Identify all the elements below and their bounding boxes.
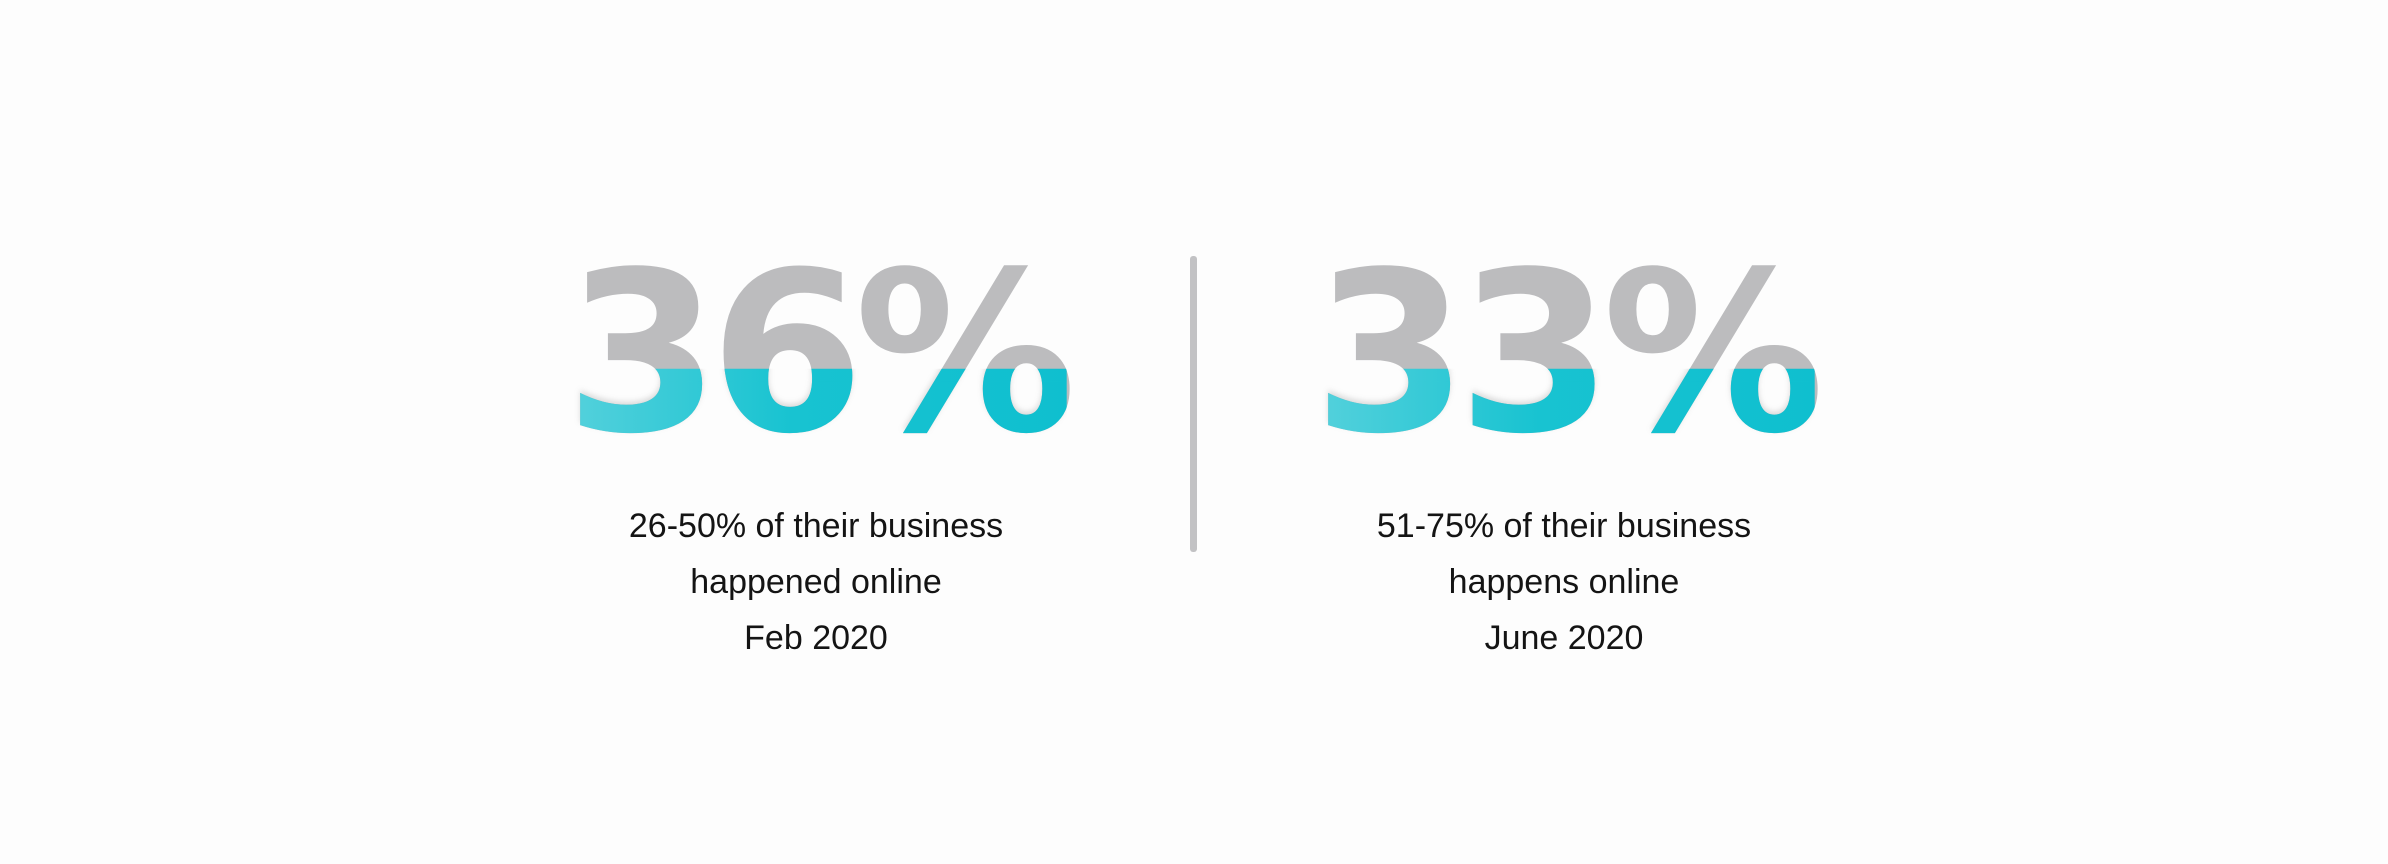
stat-percentage-gray-layer: 36%: [565, 225, 1076, 483]
stat-caption: 51-75% of their business happens online …: [1254, 498, 1874, 666]
stat-block-june-2020: 33% 33% 51-75% of their business happens…: [1254, 225, 1874, 666]
stat-percentage-teal-layer: 36%: [565, 225, 1067, 483]
stat-block-feb-2020: 36% 36% 26-50% of their business happene…: [506, 225, 1126, 666]
stat-caption-line: happened online: [690, 563, 942, 601]
stat-caption-line: 26-50% of their business: [628, 507, 1004, 545]
stat-percentage: 33% 33%: [1313, 225, 1824, 483]
stat-percentage: 36% 36%: [565, 225, 1076, 483]
stat-caption-line: happens online: [1448, 563, 1680, 601]
stat-caption-date: June 2020: [1484, 619, 1644, 657]
stat-caption: 26-50% of their business happened online…: [506, 498, 1126, 666]
stat-caption-date: Feb 2020: [744, 619, 888, 657]
stat-percentage-gray-layer: 33%: [1313, 225, 1824, 483]
stat-caption-line: 51-75% of their business: [1376, 507, 1752, 545]
stat-percentage-teal-layer: 33%: [1313, 225, 1815, 483]
vertical-divider: [1190, 256, 1197, 552]
